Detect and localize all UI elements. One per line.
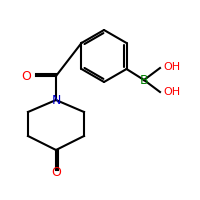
Text: O: O xyxy=(51,166,61,178)
Text: B: B xyxy=(140,73,148,86)
Text: O: O xyxy=(21,70,31,82)
Text: OH: OH xyxy=(163,87,180,97)
Text: OH: OH xyxy=(163,62,180,72)
Text: N: N xyxy=(51,94,61,106)
